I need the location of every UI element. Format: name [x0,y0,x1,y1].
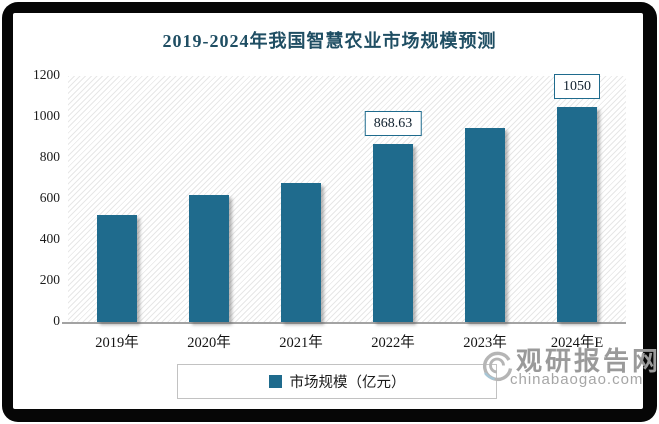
legend-swatch-icon [268,375,282,388]
y-tick-label: 600 [39,190,60,205]
y-tick-label: 1000 [33,108,60,123]
x-tick-label: 2019年 [95,335,139,351]
bar-2020年 [189,194,229,322]
bar-2024年E [557,106,597,322]
x-tick-label: 2024年E [550,335,604,351]
x-tick-label: 2023年 [463,335,507,351]
watermark-site-domain: chinabaogao.com [510,371,644,388]
bar-2019年 [97,215,137,322]
x-tick-label: 2021年 [279,335,323,351]
plot-area [68,76,626,324]
legend-label: 市场规模（亿元） [289,375,406,391]
y-tick-label: 1200 [33,67,60,82]
y-tick-label: 200 [39,272,60,287]
x-tick-label: 2022年 [371,335,415,351]
bar-2022年 [373,143,413,322]
x-tick-label: 2020年 [187,335,231,351]
chart-title: 2019-2024年我国智慧农业市场规模预测 [162,31,497,51]
x-axis-line [62,322,68,324]
y-tick-label: 0 [53,313,60,328]
bar-2021年 [281,182,321,322]
bar-2023年 [465,128,505,322]
data-label-box: 1050 [554,73,600,99]
y-axis: 0 200 400 600 800 1000 1200 [0,0,60,424]
legend: 市场规模（亿元） [177,364,497,399]
data-label-box: 868.63 [364,110,422,136]
y-tick-label: 400 [39,231,60,246]
y-tick-label: 800 [39,149,60,164]
